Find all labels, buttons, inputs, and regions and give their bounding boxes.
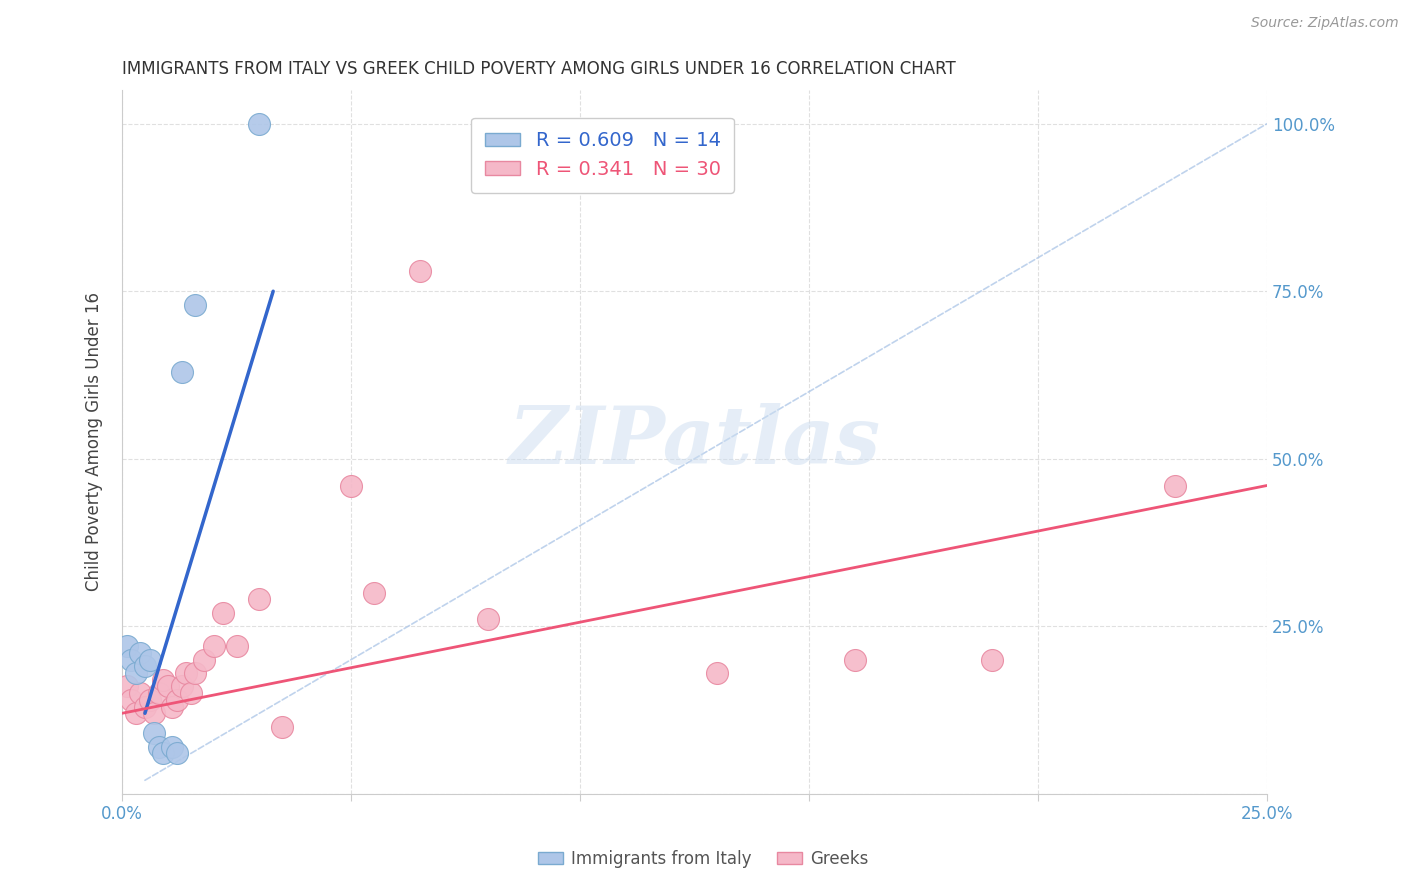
Point — [363, 585, 385, 599]
Text: ZIPatlas: ZIPatlas — [509, 403, 880, 481]
Point — [148, 739, 170, 754]
Point — [202, 640, 225, 654]
Point — [184, 298, 207, 312]
Point — [249, 117, 271, 131]
Y-axis label: Child Poverty Among Girls Under 16: Child Poverty Among Girls Under 16 — [86, 293, 103, 591]
Point — [706, 666, 728, 681]
Point — [409, 264, 432, 278]
Point — [138, 653, 160, 667]
Point — [170, 365, 193, 379]
Legend: Immigrants from Italy, Greeks: Immigrants from Italy, Greeks — [531, 844, 875, 875]
Point — [125, 706, 148, 721]
Point — [180, 686, 202, 700]
Point — [134, 659, 156, 673]
Point — [340, 478, 363, 492]
Point — [193, 653, 215, 667]
Point — [152, 747, 174, 761]
Text: IMMIGRANTS FROM ITALY VS GREEK CHILD POVERTY AMONG GIRLS UNDER 16 CORRELATION CH: IMMIGRANTS FROM ITALY VS GREEK CHILD POV… — [122, 60, 956, 78]
Point — [134, 699, 156, 714]
Point — [271, 720, 294, 734]
Point — [120, 693, 142, 707]
Point — [162, 699, 184, 714]
Point — [143, 726, 166, 740]
Point — [170, 680, 193, 694]
Point — [249, 592, 271, 607]
Legend: R = 0.609   N = 14, R = 0.341   N = 30: R = 0.609 N = 14, R = 0.341 N = 30 — [471, 118, 734, 193]
Point — [225, 640, 247, 654]
Point — [120, 653, 142, 667]
Point — [211, 606, 233, 620]
Point — [156, 680, 179, 694]
Point — [1164, 478, 1187, 492]
Point — [138, 693, 160, 707]
Point — [166, 747, 188, 761]
Point — [129, 686, 152, 700]
Point — [143, 706, 166, 721]
Point — [166, 693, 188, 707]
Point — [184, 666, 207, 681]
Point — [152, 673, 174, 687]
Point — [148, 686, 170, 700]
Point — [174, 666, 197, 681]
Point — [981, 653, 1004, 667]
Point — [129, 646, 152, 660]
Point — [844, 653, 866, 667]
Point — [125, 666, 148, 681]
Point — [477, 613, 499, 627]
Point — [162, 739, 184, 754]
Point — [115, 680, 138, 694]
Point — [115, 640, 138, 654]
Text: Source: ZipAtlas.com: Source: ZipAtlas.com — [1251, 16, 1399, 30]
